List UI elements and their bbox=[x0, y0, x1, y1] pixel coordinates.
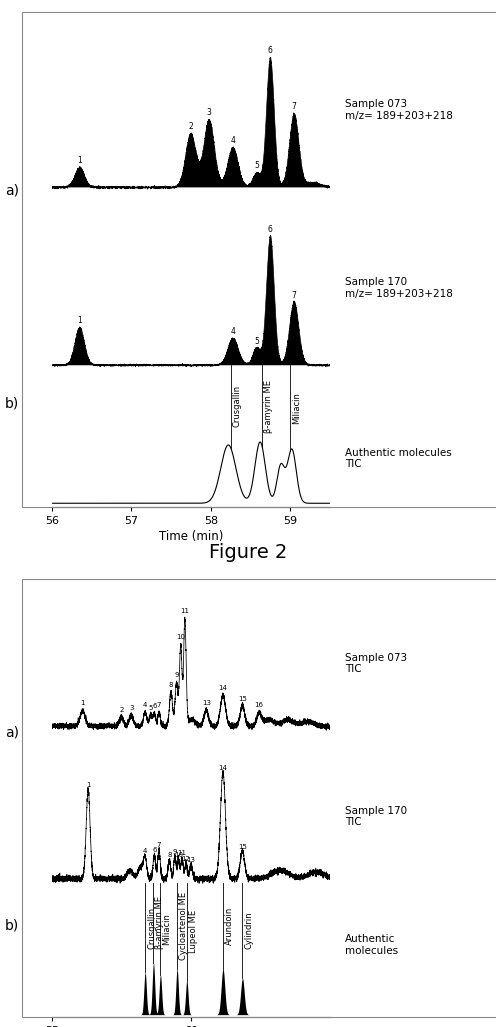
Text: 13: 13 bbox=[202, 700, 211, 707]
Text: 9: 9 bbox=[174, 672, 179, 678]
Text: 6: 6 bbox=[268, 46, 273, 55]
Text: 10: 10 bbox=[174, 852, 183, 859]
Text: 6: 6 bbox=[268, 225, 273, 234]
Text: 11: 11 bbox=[178, 850, 186, 857]
Text: 7: 7 bbox=[292, 102, 297, 111]
Text: 4: 4 bbox=[231, 328, 236, 336]
Text: 8: 8 bbox=[167, 852, 172, 859]
Text: 1: 1 bbox=[86, 782, 90, 788]
Text: Lupeol ME: Lupeol ME bbox=[189, 910, 198, 953]
Text: Miliacin: Miliacin bbox=[162, 913, 172, 945]
Text: Authentic
molecules: Authentic molecules bbox=[345, 934, 398, 955]
Text: Sample 170
m/z= 189+203+218: Sample 170 m/z= 189+203+218 bbox=[345, 277, 453, 299]
Text: 5: 5 bbox=[254, 337, 259, 345]
Text: 14: 14 bbox=[219, 765, 227, 771]
Text: a): a) bbox=[5, 183, 19, 197]
Text: a): a) bbox=[5, 725, 19, 739]
Text: β-amyrin ME: β-amyrin ME bbox=[264, 380, 273, 433]
Text: Figure 2: Figure 2 bbox=[209, 542, 287, 562]
Text: 4: 4 bbox=[143, 848, 147, 854]
Text: Sample 170
TIC: Sample 170 TIC bbox=[345, 806, 407, 828]
Text: 7: 7 bbox=[157, 842, 161, 848]
Text: 1: 1 bbox=[77, 316, 82, 326]
X-axis label: Time (min): Time (min) bbox=[159, 530, 223, 543]
Text: 9: 9 bbox=[173, 848, 177, 854]
Text: 6: 6 bbox=[152, 847, 157, 853]
Text: 13: 13 bbox=[186, 858, 195, 864]
Text: 5: 5 bbox=[148, 705, 153, 711]
Text: 7: 7 bbox=[292, 291, 297, 300]
Text: 11: 11 bbox=[181, 608, 189, 614]
Text: 10: 10 bbox=[176, 634, 185, 640]
Text: 5: 5 bbox=[254, 161, 259, 170]
Text: Crusgallin: Crusgallin bbox=[147, 907, 156, 949]
Text: 4: 4 bbox=[231, 136, 236, 145]
Text: 1: 1 bbox=[77, 156, 82, 164]
Text: β-amyrin ME: β-amyrin ME bbox=[155, 897, 165, 949]
Text: 8: 8 bbox=[169, 682, 173, 688]
Text: 1: 1 bbox=[80, 700, 85, 707]
Text: 2: 2 bbox=[188, 122, 193, 130]
Text: 14: 14 bbox=[219, 685, 227, 691]
Text: 12: 12 bbox=[182, 855, 190, 862]
Text: 3: 3 bbox=[207, 108, 212, 117]
Text: Arundoin: Arundoin bbox=[225, 907, 234, 945]
Text: 7: 7 bbox=[157, 702, 161, 708]
Text: 2: 2 bbox=[120, 707, 124, 713]
Text: Sample 073
TIC: Sample 073 TIC bbox=[345, 652, 407, 674]
Text: b): b) bbox=[5, 396, 19, 410]
Text: 3: 3 bbox=[129, 706, 133, 711]
Text: Cycloartenol ME: Cycloartenol ME bbox=[179, 891, 188, 960]
Text: 15: 15 bbox=[238, 844, 247, 849]
Text: Cylindrin: Cylindrin bbox=[245, 912, 253, 949]
Text: 16: 16 bbox=[254, 702, 263, 709]
Text: Authentic molecules
TIC: Authentic molecules TIC bbox=[345, 448, 452, 469]
Text: 4: 4 bbox=[143, 702, 147, 708]
Text: 6: 6 bbox=[152, 703, 157, 710]
Text: Crusgallin: Crusgallin bbox=[233, 385, 242, 427]
Text: b): b) bbox=[5, 918, 19, 933]
Text: Miliacin: Miliacin bbox=[292, 392, 301, 424]
Text: 15: 15 bbox=[238, 695, 247, 701]
Text: Sample 073
m/z= 189+203+218: Sample 073 m/z= 189+203+218 bbox=[345, 100, 453, 121]
